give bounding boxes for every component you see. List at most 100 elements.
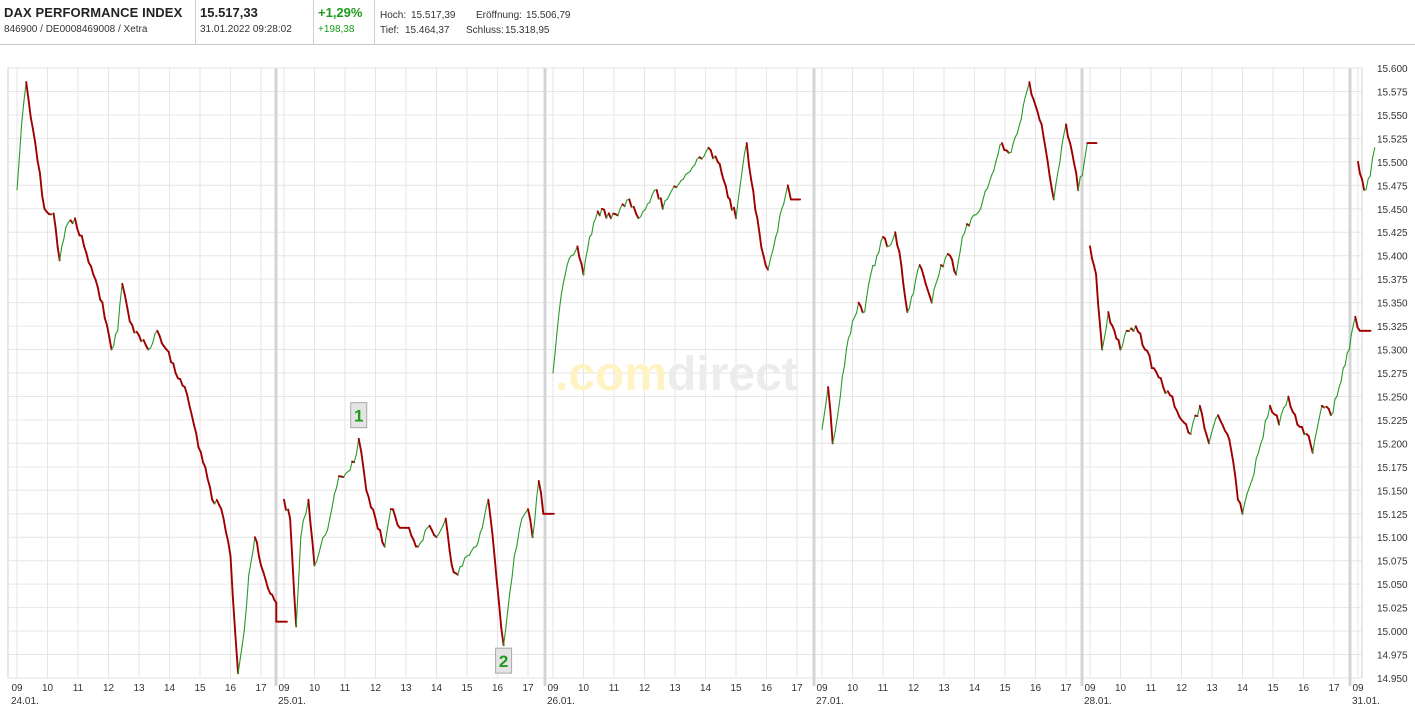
price-segment <box>481 516 485 529</box>
price-segment <box>18 123 23 160</box>
y-tick-label: 15.325 <box>1377 322 1408 333</box>
price-segment <box>516 528 520 547</box>
price-segment <box>360 451 365 472</box>
price-segment <box>900 264 905 285</box>
price-segment <box>856 302 860 314</box>
price-segment <box>461 557 466 567</box>
price-segment <box>384 532 388 548</box>
price-segment <box>227 540 232 557</box>
price-segment <box>675 183 680 188</box>
x-tick-label: 11 <box>73 683 84 694</box>
price-segment <box>1210 425 1215 435</box>
y-tick-label: 15.275 <box>1377 369 1408 380</box>
intraday-chart[interactable]: .comdirect 12 15.60015.57515.55015.52515… <box>0 45 1415 709</box>
price-segment <box>1232 461 1237 480</box>
price-segment <box>211 498 216 505</box>
price-segment <box>554 330 558 355</box>
price-segment <box>1287 395 1292 408</box>
price-segment <box>1099 326 1104 351</box>
price-segment <box>1327 407 1332 417</box>
price-segment <box>394 515 399 526</box>
price-segment <box>1022 96 1026 107</box>
price-segment <box>737 185 741 203</box>
price-segment <box>1367 175 1371 180</box>
price-segment <box>509 577 513 595</box>
price-segment <box>1248 480 1253 488</box>
stats-cell: Hoch: 15.517,39 Tief: 15.464,37 Eröffnun… <box>380 0 780 44</box>
price-segment <box>450 564 455 574</box>
price-segment <box>331 494 335 509</box>
price-segment <box>853 312 858 318</box>
price-segment <box>291 553 296 596</box>
price-segment <box>96 286 102 301</box>
price-segment <box>80 234 86 248</box>
price-segment <box>1001 142 1006 151</box>
price-segment <box>248 562 252 576</box>
price-segment <box>964 223 968 234</box>
price-segment <box>890 238 894 245</box>
price-segment <box>440 524 444 531</box>
y-tick-label: 15.600 <box>1377 64 1408 75</box>
price-segment <box>264 578 269 589</box>
price-segment <box>222 517 227 533</box>
price-segment <box>955 261 959 276</box>
price-segment <box>1198 404 1204 416</box>
price-segment <box>1095 273 1100 305</box>
price-segment <box>1190 422 1194 435</box>
price-segment <box>90 265 95 276</box>
price-segment <box>859 305 864 314</box>
price-segment <box>1208 433 1212 444</box>
price-segment <box>640 210 644 218</box>
price-segment <box>772 236 777 250</box>
price-segment <box>659 197 664 210</box>
x-tick-label: 15 <box>730 683 742 694</box>
price-segment <box>231 595 237 633</box>
price-segment <box>997 144 1001 156</box>
price-segment <box>183 386 188 396</box>
price-segment <box>320 537 324 548</box>
price-segment <box>781 202 785 210</box>
instrument-name[interactable]: DAX PERFORMANCE INDEX <box>4 5 183 20</box>
price-segment <box>108 336 113 351</box>
price-segment <box>138 334 143 343</box>
price-segment <box>1205 434 1210 445</box>
x-tick-label: 13 <box>400 683 412 694</box>
price-segment <box>540 491 545 515</box>
price-segment <box>587 236 591 250</box>
price-segment <box>1075 172 1080 191</box>
y-tick-label: 15.575 <box>1377 87 1408 98</box>
x-tick-label: 17 <box>791 683 803 694</box>
x-tick-label: 09 <box>547 683 559 694</box>
price-segment <box>300 519 304 538</box>
price-segment <box>1264 416 1269 422</box>
marker-label: 2 <box>499 652 508 671</box>
price-segment <box>1014 133 1018 138</box>
price-segment <box>709 149 715 160</box>
price-segment <box>311 541 316 567</box>
marker-box <box>495 647 513 674</box>
price-series <box>16 81 1376 675</box>
x-tick-label: 13 <box>1206 683 1218 694</box>
price-segment <box>1239 502 1244 515</box>
price-segment <box>767 257 772 271</box>
price-segment <box>902 282 907 301</box>
x-tick-label: 14 <box>969 683 981 694</box>
price-segment <box>374 517 379 530</box>
price-segment <box>204 466 209 480</box>
price-segment <box>487 498 492 518</box>
price-segment <box>876 251 880 257</box>
price-segment <box>678 180 682 185</box>
price-segment <box>69 219 74 225</box>
price-segment <box>179 378 184 387</box>
price-segment <box>556 311 560 332</box>
price-segment <box>1077 176 1081 191</box>
price-segment <box>498 601 503 630</box>
x-tick-label: 10 <box>309 683 321 694</box>
price-segment <box>1267 405 1271 418</box>
x-tick-label: 12 <box>908 683 920 694</box>
price-segment <box>21 100 25 125</box>
price-segment <box>931 288 935 304</box>
x-tick-label: 15 <box>194 683 206 694</box>
price-segment <box>845 337 849 351</box>
price-segment <box>975 211 979 216</box>
